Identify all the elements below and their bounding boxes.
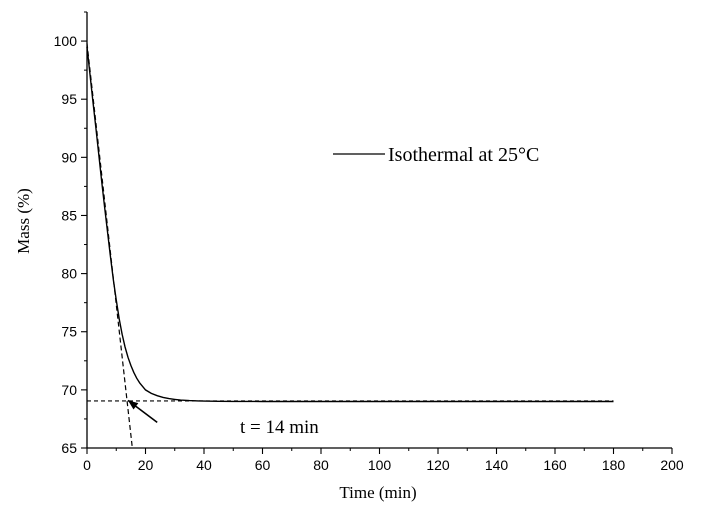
x-tick-label: 0 <box>83 457 91 473</box>
x-tick-label: 20 <box>138 457 154 473</box>
y-tick-label: 100 <box>54 33 78 49</box>
x-axis-title: Time (min) <box>339 483 416 502</box>
arrow-head <box>127 400 139 410</box>
annotation-t14: t = 14 min <box>240 417 319 438</box>
y-tick-label: 80 <box>61 266 77 282</box>
x-tick-label: 160 <box>543 457 567 473</box>
y-tick-label: 85 <box>61 207 77 223</box>
series-line <box>86 46 614 403</box>
x-tick-label: 100 <box>368 457 392 473</box>
y-tick-label: 95 <box>61 91 77 107</box>
x-tick-label: 180 <box>602 457 626 473</box>
axes <box>86 12 672 449</box>
y-tick-label: 70 <box>61 382 77 398</box>
marks <box>86 43 614 449</box>
x-tick-label: 120 <box>426 457 450 473</box>
y-tick-label: 65 <box>61 440 77 456</box>
y-tick-label: 90 <box>61 149 77 165</box>
x-tick-label: 60 <box>255 457 271 473</box>
x-tick-label: 140 <box>485 457 509 473</box>
x-tick-label: 80 <box>313 457 329 473</box>
legend-label: Isothermal at 25°C <box>388 144 539 166</box>
legend: Isothermal at 25°C <box>333 144 539 166</box>
y-axis-title: Mass (%) <box>14 188 33 254</box>
y-tick-label: 75 <box>61 324 77 340</box>
x-tick-label: 40 <box>196 457 212 473</box>
ticks: 0 20 40 60 80 100 120 140 160 180 200 65 70 75 80 85 90 9… <box>54 11 684 473</box>
x-tick-label: 200 <box>660 457 684 473</box>
